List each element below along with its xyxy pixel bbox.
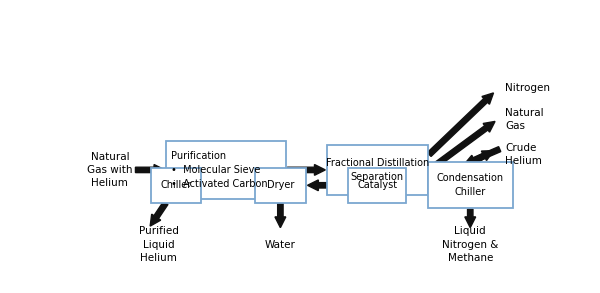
FancyBboxPatch shape: [428, 162, 513, 208]
Text: Dryer: Dryer: [266, 180, 294, 190]
Text: Water: Water: [265, 240, 296, 250]
FancyArrow shape: [428, 151, 493, 188]
Text: Purified
Liquid
Helium: Purified Liquid Helium: [139, 226, 179, 263]
Text: Crude
Helium: Crude Helium: [505, 143, 542, 166]
FancyBboxPatch shape: [348, 168, 406, 203]
Text: Fractional Distillation
Separation: Fractional Distillation Separation: [326, 158, 429, 182]
FancyArrow shape: [203, 180, 254, 191]
Text: Catalyst: Catalyst: [357, 180, 397, 190]
FancyBboxPatch shape: [151, 168, 201, 203]
Text: Nitrogen: Nitrogen: [505, 83, 550, 93]
Text: Liquid
Nitrogen &
Methane: Liquid Nitrogen & Methane: [442, 226, 499, 263]
Text: Purification
•  Molecular Sieve
•  Activated Carbon: Purification • Molecular Sieve • Activat…: [171, 151, 268, 189]
FancyBboxPatch shape: [166, 141, 286, 199]
FancyArrow shape: [275, 203, 286, 228]
FancyArrow shape: [408, 180, 427, 191]
FancyArrow shape: [136, 165, 165, 175]
Text: Chiller: Chiller: [160, 180, 191, 190]
FancyArrow shape: [308, 180, 348, 191]
Text: Natural
Gas with
Helium: Natural Gas with Helium: [87, 152, 133, 188]
FancyArrow shape: [428, 121, 495, 172]
FancyArrow shape: [465, 209, 476, 228]
Text: Natural
Gas: Natural Gas: [505, 108, 544, 132]
Text: Condensation
Chiller: Condensation Chiller: [437, 173, 504, 197]
FancyArrow shape: [464, 147, 501, 165]
FancyBboxPatch shape: [255, 168, 305, 203]
FancyArrow shape: [150, 202, 168, 226]
FancyArrow shape: [287, 165, 325, 175]
FancyBboxPatch shape: [327, 145, 428, 195]
FancyArrow shape: [427, 93, 493, 156]
